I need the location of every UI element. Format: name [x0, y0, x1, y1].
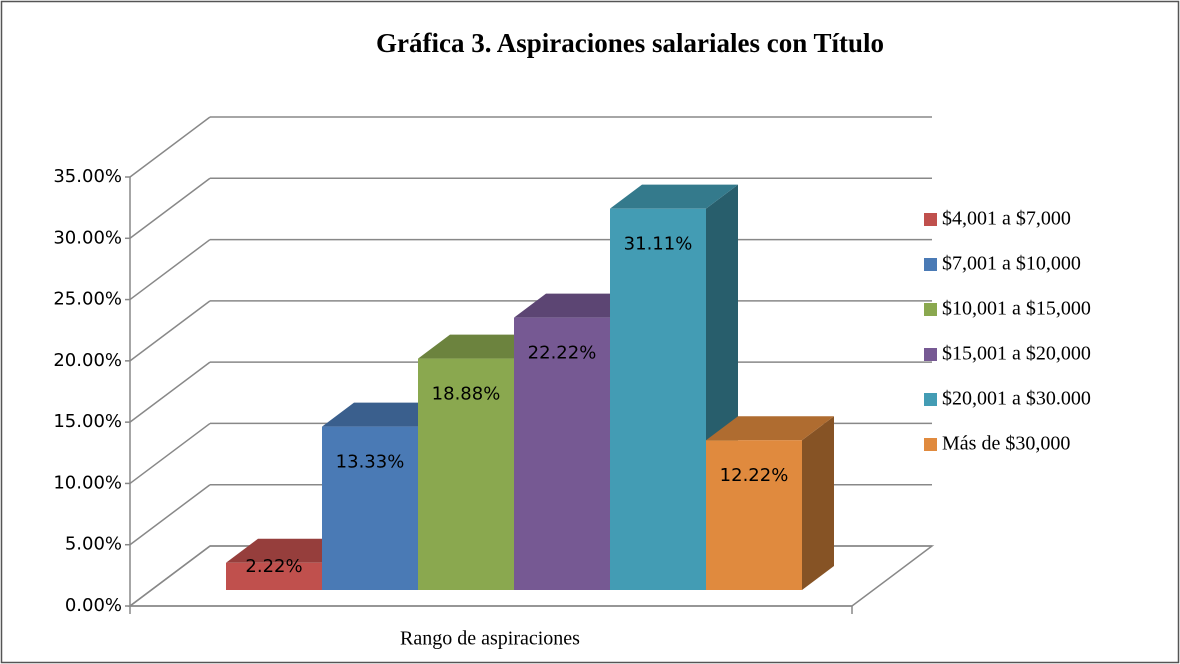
data-label: 13.33%: [336, 452, 405, 473]
bar: [226, 562, 322, 590]
legend-swatch: [924, 393, 937, 406]
legend-label: $4,001 a $7,000: [942, 208, 1071, 230]
legend-swatch: [924, 258, 937, 271]
grid-line: [129, 177, 211, 239]
grid-line: [129, 300, 211, 362]
data-label: 2.22%: [245, 556, 302, 577]
data-label: 22.22%: [528, 343, 597, 364]
y-tick-label: 5.00%: [65, 534, 122, 555]
grid-line: [129, 422, 211, 485]
grid-line: [129, 238, 211, 301]
bar-top: [610, 184, 738, 209]
chart-title: Gráfica 3. Aspiraciones salariales con T…: [376, 28, 884, 58]
bar: [322, 426, 418, 590]
legend-label: Más de $30,000: [942, 433, 1070, 455]
legend-swatch: [924, 303, 937, 316]
grid-line: [129, 484, 211, 546]
grid-line: [129, 545, 211, 607]
y-tick-label: 25.00%: [53, 289, 122, 310]
y-tick-label: 10.00%: [53, 472, 122, 493]
legend-label: $7,001 a $10,000: [942, 253, 1081, 275]
grid-line: [129, 361, 211, 423]
y-tick-label: 30.00%: [53, 227, 122, 248]
grid-line: [129, 116, 211, 178]
legend-label: $10,001 a $15,000: [942, 298, 1091, 320]
data-label: 31.11%: [624, 234, 693, 255]
bar: [418, 358, 514, 590]
x-axis-label: Rango de aspiraciones: [400, 628, 580, 650]
legend-swatch: [924, 438, 937, 451]
legend-label: $20,001 a $30.000: [942, 388, 1091, 410]
bar: [610, 208, 706, 590]
y-tick-label: 35.00%: [53, 166, 122, 187]
y-tick-label: 15.00%: [53, 411, 122, 432]
legend-label: $15,001 a $20,000: [942, 343, 1091, 365]
y-tick-label: 0.00%: [65, 595, 122, 616]
data-label: 12.22%: [720, 465, 789, 486]
legend-swatch: [924, 213, 937, 226]
bar: [514, 317, 610, 590]
bar-top: [706, 416, 834, 441]
y-tick-label: 20.00%: [53, 350, 122, 371]
data-label: 18.88%: [432, 384, 501, 405]
legend-swatch: [924, 348, 937, 361]
bar-side: [802, 416, 834, 590]
bar: [706, 440, 802, 590]
